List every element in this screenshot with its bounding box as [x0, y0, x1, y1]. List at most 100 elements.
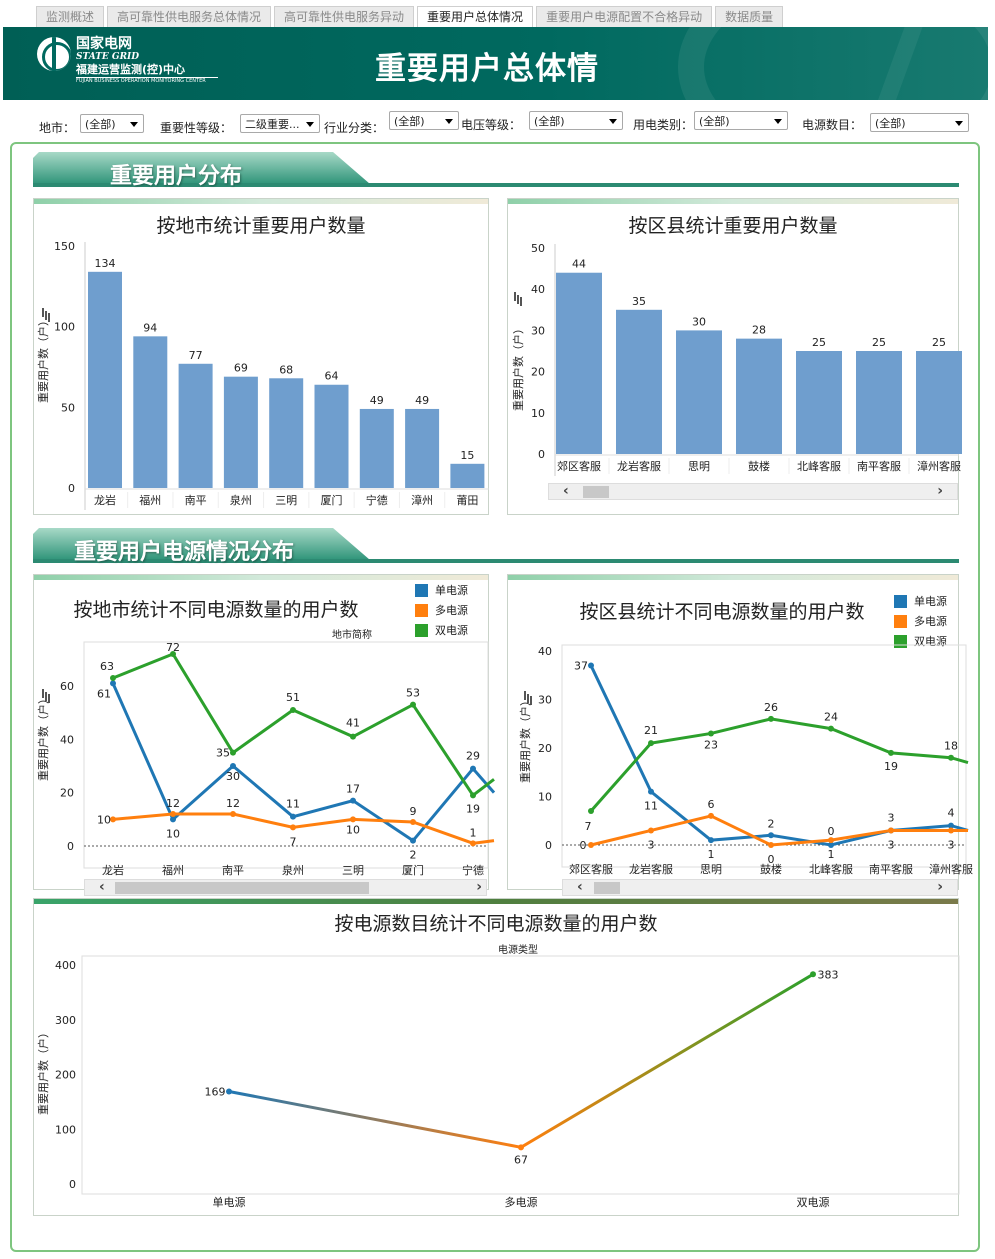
x-tick-label: 南平客服: [857, 459, 901, 473]
filter-select-industry[interactable]: (全部): [389, 111, 459, 130]
scrollbar-thumb[interactable]: [594, 882, 620, 894]
bar: [133, 336, 168, 488]
chart-bars-icon: [514, 292, 524, 301]
data-label: 7: [585, 820, 592, 833]
x-tick-label: 厦门: [402, 863, 424, 877]
x-tick-label: 福州: [139, 493, 161, 507]
y-tick-label: 40: [531, 283, 545, 296]
bar-value-label: 68: [279, 363, 293, 376]
bar-value-label: 30: [692, 315, 706, 328]
filter-select-usage[interactable]: (全部): [694, 111, 788, 130]
horizontal-scrollbar[interactable]: ‹ ›: [562, 879, 958, 896]
data-point: [588, 808, 594, 815]
data-point: [648, 740, 654, 747]
y-tick-label: 0: [545, 839, 552, 852]
filter-select-city[interactable]: (全部): [80, 114, 144, 133]
data-label: 11: [644, 800, 658, 813]
bar-value-label: 77: [189, 349, 203, 362]
x-tick-label: 双电源: [797, 1195, 830, 1209]
data-label: 3: [648, 838, 655, 851]
filter-label-industry: 行业分类：: [324, 121, 385, 135]
tab-1[interactable]: 高可靠性供电服务总体情况: [107, 6, 272, 27]
y-tick-label: 60: [60, 680, 74, 693]
x-tick-label: 三明: [342, 864, 364, 877]
legend-item[interactable]: 多电源: [415, 600, 468, 620]
y-tick-label: 40: [538, 645, 552, 658]
data-label: 26: [764, 701, 778, 714]
data-label: 0: [828, 825, 835, 838]
x-tick-label: 宁德: [462, 863, 484, 877]
data-point: [708, 837, 714, 844]
series-line: [589, 717, 969, 813]
filter-select-level[interactable]: 二级重要...: [240, 114, 320, 133]
scroll-right-icon[interactable]: ›: [937, 879, 943, 895]
legend-item[interactable]: 单电源: [894, 591, 947, 611]
x-tick-label: 三明: [275, 494, 297, 507]
legend-item[interactable]: 多电源: [894, 611, 947, 631]
data-point: [768, 842, 774, 848]
data-point: [410, 837, 416, 844]
data-point: [828, 837, 834, 844]
tab-4[interactable]: 重要用户电源配置不合格异动: [536, 6, 713, 27]
legend-label: 双电源: [435, 624, 468, 637]
legend-item[interactable]: 单电源: [415, 580, 468, 600]
chart-panel-city-power: 按地市统计不同电源数量的用户数 地市简称 单电源 多电源 双电源 0 20 40 60 重要…: [33, 574, 496, 896]
scroll-right-icon[interactable]: ›: [937, 483, 943, 499]
tab-0[interactable]: 监测概述: [36, 6, 105, 27]
data-label: 3: [948, 838, 955, 851]
x-tick-label: 北峰客服: [809, 862, 853, 876]
tab-3[interactable]: 重要用户总体情况: [417, 6, 534, 27]
scroll-left-icon[interactable]: ‹: [99, 879, 105, 895]
data-point: [290, 824, 296, 831]
bar-value-label: 44: [572, 258, 586, 271]
data-label: 169: [205, 1085, 226, 1098]
horizontal-scrollbar[interactable]: ‹ ›: [548, 483, 958, 500]
x-tick-label: 漳州: [411, 493, 433, 507]
filter-select-source-count[interactable]: (全部): [870, 113, 969, 132]
data-point: [350, 733, 356, 740]
legend-item[interactable]: 双电源: [415, 620, 468, 640]
y-tick-label: 100: [55, 1123, 76, 1136]
tab-2[interactable]: 高可靠性供电服务异动: [274, 6, 415, 27]
chart-county-count: 0 10 20 30 40 50 重要用户数（户） 44 郊区客服 35 龙岩客服 30 思明 28 鼓楼 2…: [511, 242, 962, 476]
data-label: 24: [824, 711, 838, 724]
x-tick-label: 南平: [222, 864, 244, 877]
data-label: 4: [948, 807, 955, 820]
section-header-distribution: 重要用户分布: [33, 152, 959, 189]
section-title-distribution: 重要用户分布: [110, 164, 243, 189]
scrollbar-thumb[interactable]: [583, 486, 609, 498]
bar: [314, 384, 349, 488]
scrollbar-thumb[interactable]: [115, 882, 369, 894]
data-label: 23: [704, 738, 718, 751]
chart-panel-source-count: 按电源数目统计不同电源数量的用户数 电源类型 0 100 200 300 400 重要用户…: [33, 898, 960, 1216]
data-point: [588, 662, 594, 669]
y-tick-label: 0: [67, 840, 74, 853]
scroll-right-icon[interactable]: ›: [476, 879, 482, 895]
horizontal-scrollbar[interactable]: ‹ ›: [84, 879, 487, 896]
data-point: [948, 822, 954, 829]
bar-value-label: 94: [143, 321, 157, 334]
data-label: 1: [828, 848, 835, 861]
data-point: [768, 832, 774, 839]
data-point: [290, 813, 296, 820]
data-label: 10: [346, 823, 360, 836]
bar: [916, 351, 962, 454]
logo-en: STATE GRID: [76, 52, 140, 62]
x-tick-label: 北峰客服: [797, 459, 841, 473]
x-tick-label: 郊区客服: [569, 862, 613, 876]
scroll-left-icon[interactable]: ‹: [577, 879, 583, 895]
bar-value-label: 49: [370, 394, 384, 407]
data-point: [828, 842, 834, 848]
filter-select-voltage[interactable]: (全部): [529, 111, 623, 130]
data-point: [170, 816, 176, 823]
data-label: 12: [226, 797, 240, 810]
scroll-left-icon[interactable]: ‹: [563, 483, 569, 499]
y-tick-label: 30: [538, 694, 552, 707]
data-label: 35: [216, 747, 230, 760]
bar-value-label: 69: [234, 362, 248, 375]
y-tick-label: 10: [538, 791, 552, 804]
data-label: 63: [100, 660, 114, 673]
data-point: [888, 827, 894, 834]
y-tick-label: 40: [60, 733, 74, 746]
tab-5[interactable]: 数据质量: [715, 6, 784, 27]
